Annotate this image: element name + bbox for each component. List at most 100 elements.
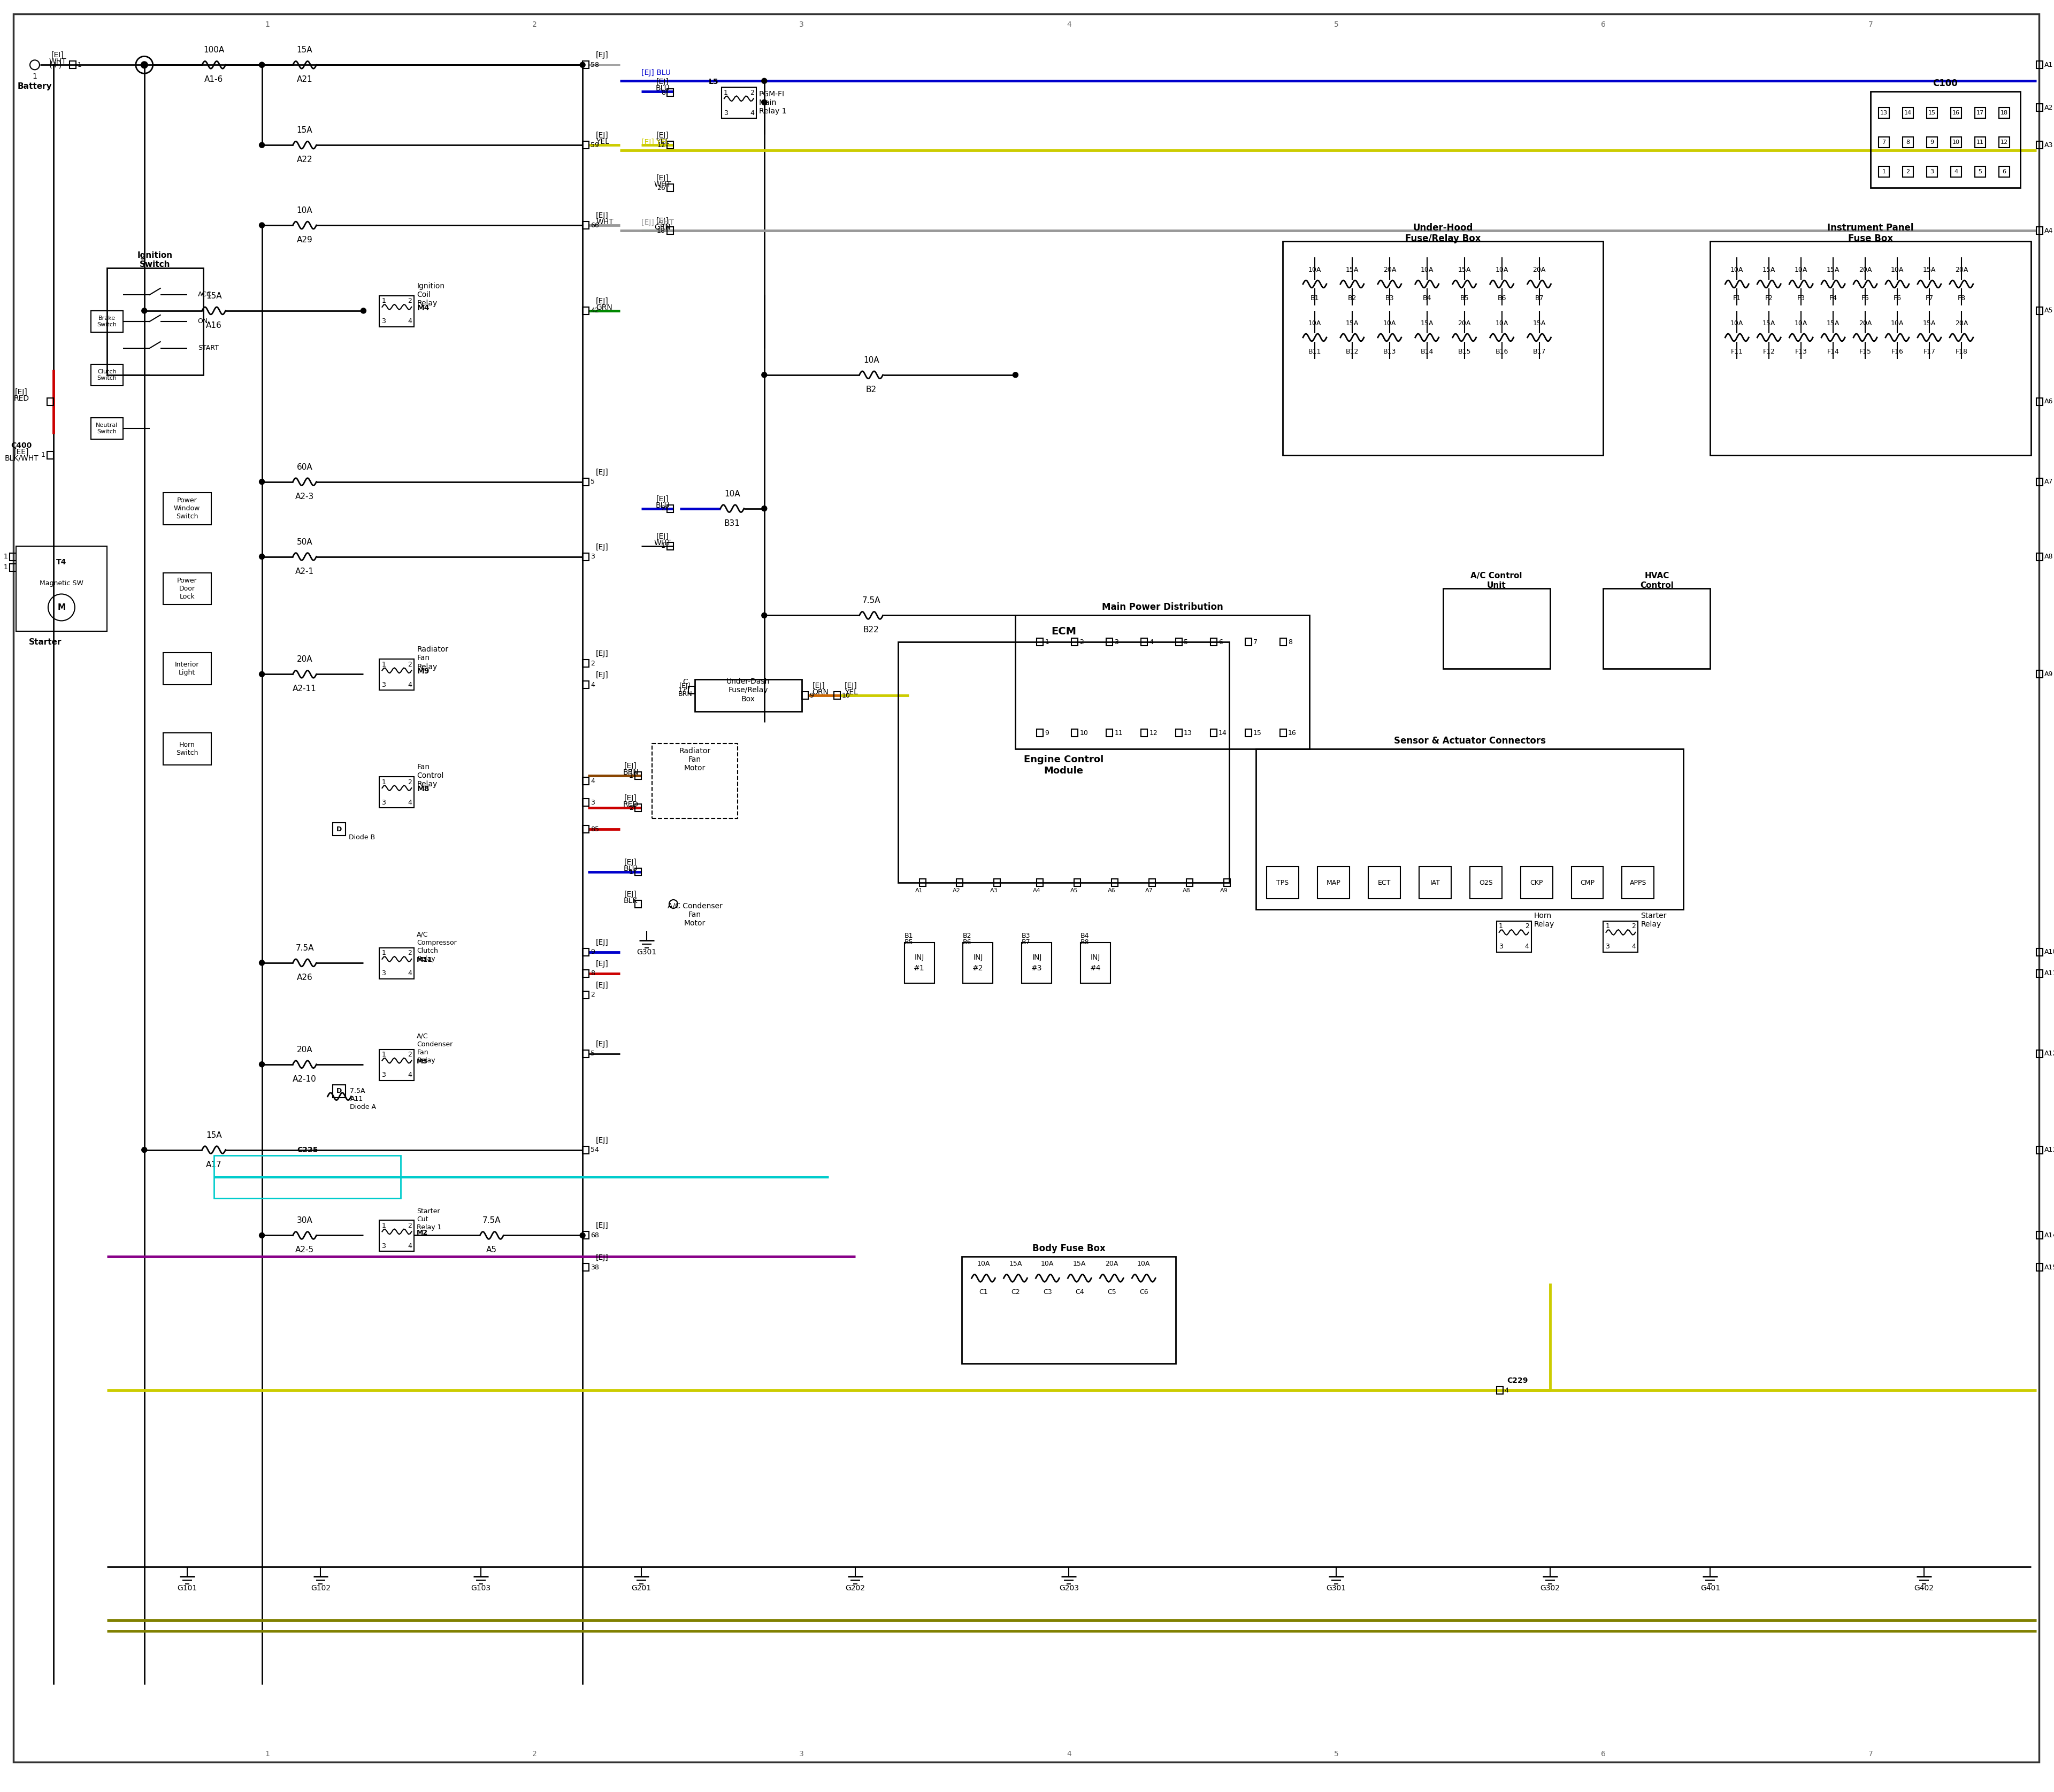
- Text: A2: A2: [2044, 104, 2054, 111]
- Text: 10A: 10A: [1795, 319, 1808, 326]
- Bar: [1497, 921, 1530, 952]
- Text: 1: 1: [265, 1751, 269, 1758]
- Text: A2: A2: [953, 889, 961, 894]
- Text: A2-3: A2-3: [296, 493, 314, 500]
- Text: 5: 5: [592, 478, 596, 486]
- Text: A12: A12: [2044, 1050, 2054, 1057]
- Text: 1: 1: [4, 554, 8, 561]
- Text: A2-5: A2-5: [296, 1245, 314, 1254]
- Text: 8: 8: [1906, 140, 1910, 145]
- Bar: [694, 679, 801, 711]
- Bar: [90, 364, 123, 385]
- Text: [EJ]: [EJ]: [596, 1222, 608, 1229]
- Text: 42: 42: [592, 306, 600, 314]
- Text: 30A: 30A: [296, 1217, 312, 1224]
- Text: G401: G401: [1701, 1584, 1719, 1591]
- Bar: [1902, 108, 1914, 118]
- Text: 11: 11: [1115, 729, 1124, 737]
- Bar: [16, 547, 107, 631]
- Bar: [1927, 108, 1937, 118]
- Text: 20A: 20A: [1955, 267, 1968, 274]
- Text: 2: 2: [409, 1222, 413, 1229]
- Text: 4: 4: [750, 109, 754, 116]
- Text: 20A: 20A: [296, 1047, 312, 1054]
- Text: Starter: Starter: [29, 638, 62, 647]
- Bar: [1444, 590, 1551, 668]
- Bar: [1280, 638, 1286, 645]
- Text: 5: 5: [592, 1050, 596, 1057]
- Bar: [1210, 729, 1216, 737]
- Bar: [1037, 878, 1043, 887]
- Text: A10: A10: [2044, 948, 2054, 955]
- Bar: [107, 269, 203, 375]
- Text: A8: A8: [1183, 889, 1191, 894]
- Text: 5: 5: [1183, 638, 1187, 645]
- Bar: [668, 142, 674, 149]
- Text: A2-10: A2-10: [292, 1075, 316, 1082]
- Bar: [162, 652, 212, 685]
- Bar: [583, 1147, 589, 1154]
- Text: [EJ]: [EJ]: [596, 982, 608, 989]
- Text: Under-Dash
Fuse/Relay
Box: Under-Dash Fuse/Relay Box: [727, 677, 770, 702]
- Text: BRN: BRN: [622, 769, 639, 776]
- Circle shape: [1013, 373, 1019, 378]
- Bar: [90, 310, 123, 332]
- Text: B7: B7: [1534, 294, 1545, 301]
- Text: B31: B31: [725, 520, 739, 527]
- Text: B8: B8: [1080, 939, 1089, 946]
- Text: G301: G301: [1327, 1584, 1345, 1591]
- Text: 15: 15: [1253, 729, 1261, 737]
- Circle shape: [579, 1233, 585, 1238]
- Text: 2: 2: [592, 991, 596, 998]
- Text: C400: C400: [10, 441, 33, 450]
- Text: G301: G301: [637, 948, 657, 955]
- Text: 4: 4: [1504, 1387, 1510, 1394]
- Text: 7.5A: 7.5A: [296, 944, 314, 952]
- Bar: [1974, 167, 1986, 177]
- Text: 10A: 10A: [1308, 267, 1321, 274]
- Text: 20A: 20A: [1458, 319, 1471, 326]
- Text: 100A: 100A: [203, 47, 224, 54]
- Text: 14: 14: [1218, 729, 1226, 737]
- Bar: [380, 1220, 415, 1251]
- Text: 7: 7: [1869, 1751, 1873, 1758]
- Text: B16: B16: [1495, 348, 1508, 355]
- Text: 15A: 15A: [296, 47, 312, 54]
- Text: L5: L5: [709, 79, 719, 86]
- Text: [EJ]: [EJ]: [596, 961, 608, 968]
- Text: 3: 3: [723, 109, 727, 116]
- Text: GRN: GRN: [655, 224, 672, 231]
- Text: 10A: 10A: [1308, 319, 1321, 326]
- Text: 15A: 15A: [296, 127, 312, 134]
- Text: A/C Condenser
Fan
Motor: A/C Condenser Fan Motor: [668, 903, 723, 926]
- Bar: [380, 948, 415, 978]
- Text: 9: 9: [1045, 729, 1050, 737]
- Text: 68: 68: [592, 1231, 600, 1238]
- Text: Radiator
Fan
Relay: Radiator Fan Relay: [417, 645, 448, 670]
- Text: 2: 2: [661, 505, 665, 513]
- Bar: [961, 1256, 1175, 1364]
- Bar: [2036, 1263, 2042, 1271]
- Bar: [688, 686, 694, 694]
- Bar: [1871, 91, 2021, 188]
- Text: A26: A26: [296, 973, 312, 982]
- Text: 3: 3: [799, 1751, 803, 1758]
- Bar: [635, 805, 641, 812]
- Bar: [1072, 638, 1078, 645]
- Text: [EJ]: [EJ]: [596, 939, 608, 946]
- Text: Power
Door
Lock: Power Door Lock: [177, 577, 197, 600]
- Text: 10A: 10A: [978, 1260, 990, 1267]
- Text: A/C
Condenser
Fan
Relay: A/C Condenser Fan Relay: [417, 1032, 452, 1064]
- Text: B3: B3: [1384, 294, 1395, 301]
- Text: 54: 54: [592, 1147, 600, 1154]
- Text: B2: B2: [1347, 294, 1356, 301]
- Text: ORN: ORN: [813, 688, 830, 695]
- Bar: [583, 1231, 589, 1238]
- Bar: [1604, 590, 1711, 668]
- Text: 3: 3: [799, 22, 803, 29]
- Text: A16: A16: [205, 321, 222, 330]
- Bar: [583, 969, 589, 977]
- Text: A17: A17: [205, 1161, 222, 1168]
- Text: 59: 59: [592, 142, 600, 149]
- Bar: [1080, 943, 1111, 984]
